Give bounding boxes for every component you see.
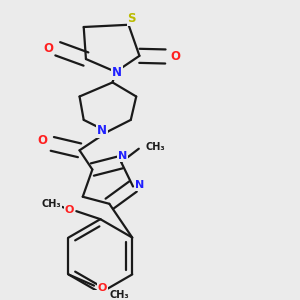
Text: O: O bbox=[43, 42, 53, 55]
Text: O: O bbox=[98, 283, 107, 293]
Text: CH₃: CH₃ bbox=[145, 142, 165, 152]
Text: N: N bbox=[112, 66, 122, 79]
Text: S: S bbox=[128, 12, 136, 25]
Text: O: O bbox=[170, 50, 180, 63]
Text: N: N bbox=[97, 124, 106, 136]
Text: CH₃: CH₃ bbox=[41, 199, 61, 209]
Text: N: N bbox=[118, 151, 128, 161]
Text: O: O bbox=[64, 205, 74, 215]
Text: N: N bbox=[135, 180, 145, 190]
Text: CH₃: CH₃ bbox=[109, 290, 129, 300]
Text: O: O bbox=[38, 134, 48, 147]
